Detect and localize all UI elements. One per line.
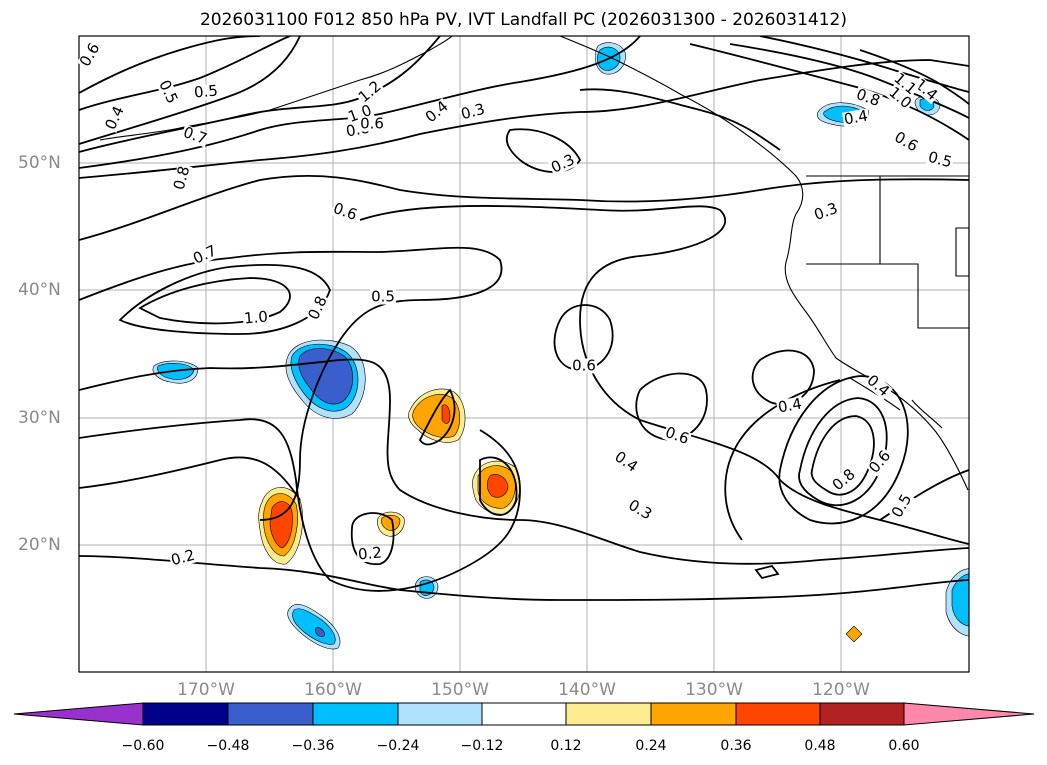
colorbar-tick: 0.48	[804, 738, 836, 754]
contour-label: 0.4	[841, 106, 871, 129]
contour-label: 1.0	[242, 307, 270, 328]
contour-label: 0.4	[775, 394, 805, 417]
colorbar-tick: 0.36	[720, 738, 752, 754]
lat-label-20n: 20°N	[18, 535, 61, 555]
contour-label: 0.6	[571, 356, 597, 375]
positive-anomaly-center	[377, 388, 863, 643]
contour-label: 0.6	[359, 114, 385, 133]
colorbar-tick: −0.12	[460, 738, 504, 754]
lat-label-40n: 40°N	[18, 280, 61, 300]
gridlines	[79, 36, 969, 672]
lon-label-130w: 130°W	[685, 680, 743, 700]
lon-label-120w: 120°W	[812, 680, 870, 700]
lon-label-170w: 170°W	[177, 680, 235, 700]
colorbar-extend-min	[13, 702, 144, 726]
negative-anomaly-south	[287, 568, 969, 650]
colorbar-tick: 0.12	[550, 738, 582, 754]
map-frame	[78, 35, 970, 673]
lon-label-140w: 140°W	[558, 680, 616, 700]
colorbar-tick: −0.60	[121, 738, 165, 754]
colorbar-tick: 0.60	[888, 738, 920, 754]
lon-label-150w: 150°W	[431, 680, 489, 700]
negative-anomaly-central	[285, 339, 366, 419]
contour-label: 0.2	[356, 543, 384, 564]
colorbar-tick: −0.48	[206, 738, 250, 754]
figure-title: 2026031100 F012 850 hPa PV, IVT Landfall…	[199, 10, 847, 30]
colorbar-extend-max	[903, 702, 1035, 726]
colorbar	[13, 702, 1035, 726]
pv-contours	[79, 36, 969, 601]
colorbar-tick: 0.24	[635, 738, 667, 754]
contour-label: 0.5	[192, 81, 220, 102]
colorbar-tick: −0.36	[291, 738, 335, 754]
lat-label-30n: 30°N	[18, 408, 61, 428]
positive-anomaly-left	[258, 487, 303, 565]
coastlines	[99, 36, 969, 491]
lon-label-160w: 160°W	[304, 680, 362, 700]
colorbar-tick: −0.24	[376, 738, 420, 754]
lat-label-50n: 50°N	[18, 153, 61, 173]
contour-label: 0.5	[370, 287, 396, 306]
